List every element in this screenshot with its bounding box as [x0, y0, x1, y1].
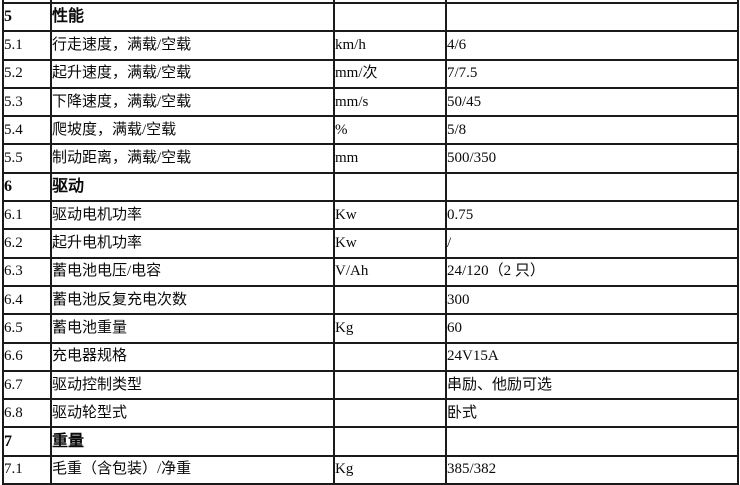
cell-value: 24/120（2 只） [445, 256, 739, 287]
cell-name: 行走速度，满载/空载 [50, 30, 335, 61]
cell-name: 蓄电池重量 [50, 313, 335, 344]
table-row: 5.4 爬坡度，满载/空载% 5/8 [2, 115, 739, 146]
cell-name: 起升速度，满载/空载 [50, 58, 335, 89]
cell-no: 5.3 [2, 86, 52, 118]
cell-name: 爬坡度，满载/空载 [50, 115, 335, 146]
cell-name: 驱动轮型式 [50, 398, 335, 429]
cell-unit [333, 1, 447, 33]
cell-name: 重量 [50, 426, 335, 457]
cell-name: 起升电机功率 [50, 228, 335, 259]
cell-no: 7.1 [2, 454, 52, 485]
table-row: 6.5 蓄电池重量 Kg 60 [2, 313, 739, 344]
cell-name: 驱动 [50, 171, 335, 203]
cell-no: 6.6 [2, 341, 52, 372]
cell-no: 6.3 [2, 256, 52, 287]
cell-unit [333, 398, 447, 429]
cell-unit [333, 369, 447, 401]
cell-unit [333, 284, 447, 316]
cell-unit: Kw [333, 200, 447, 231]
cell-unit: mm/s [333, 86, 447, 118]
cropped-cell [445, 0, 739, 4]
cell-unit: Kg [333, 313, 447, 344]
cell-name: 驱动控制类型 [50, 369, 335, 401]
cell-name: 充电器规格 [50, 341, 335, 372]
cell-no: 5 [2, 1, 52, 33]
table-row: 6.6 充电器规格 24V15A [2, 341, 739, 372]
table-row: 6.8 驱动轮型式 卧式 [2, 398, 739, 429]
section-header-row: 7 重量 [2, 426, 739, 457]
cell-no: 5.4 [2, 115, 52, 146]
table-row: 6.1 驱动电机功率 Kw 0.75 [2, 200, 739, 231]
cell-value: 60 [445, 313, 739, 344]
cell-name: 蓄电池电压/电容 [50, 256, 335, 287]
cell-unit: Kw [333, 228, 447, 259]
cell-value: 串励、他励可选 [445, 369, 739, 401]
section-header-row: 6 驱动 [2, 171, 739, 203]
cell-value: 24V15A [445, 341, 739, 372]
cell-unit: Kg [333, 454, 447, 485]
cell-unit: % [333, 115, 447, 146]
cropped-cell [50, 0, 335, 4]
cell-name: 驱动电机功率 [50, 200, 335, 231]
cell-unit: mm [333, 143, 447, 174]
cell-name: 性能 [50, 1, 335, 33]
cell-value: 0.75 [445, 200, 739, 231]
cell-name: 下降速度，满载/空载 [50, 86, 335, 118]
cell-unit: mm/次 [333, 58, 447, 89]
cell-no: 6.7 [2, 369, 52, 401]
table-row: 5.2 起升速度，满载/空载 mm/次 7/7.5 [2, 58, 739, 89]
cell-value: / [445, 228, 739, 259]
cell-name: 蓄电池反复充电次数 [50, 284, 335, 316]
section-header-row: 5 性能 [2, 1, 739, 33]
cell-no: 5.2 [2, 58, 52, 89]
cell-name: 毛重（含包装）/净重 [50, 454, 335, 485]
cell-value: 卧式 [445, 398, 739, 429]
cell-value: 7/7.5 [445, 58, 739, 89]
cell-unit [333, 426, 447, 457]
table-row: 6.3 蓄电池电压/电容 V/Ah 24/120（2 只） [2, 256, 739, 287]
cell-unit [333, 171, 447, 203]
table-row: 5.5 制动距离，满载/空载 mm 500/350 [2, 143, 739, 174]
cell-value [445, 171, 739, 203]
table-row: 6.7 驱动控制类型 串励、他励可选 [2, 369, 739, 401]
table-row: 6.4 蓄电池反复充电次数 300 [2, 284, 739, 316]
cell-unit: km/h [333, 30, 447, 61]
table-row: 5.1 行走速度，满载/空载 km/h 4/6 [2, 30, 739, 61]
cell-name: 制动距离，满载/空载 [50, 143, 335, 174]
cell-value [445, 1, 739, 33]
cell-value: 500/350 [445, 143, 739, 174]
cell-no: 5.1 [2, 30, 52, 61]
cell-value: 4/6 [445, 30, 739, 61]
cell-no: 6 [2, 171, 52, 203]
cell-value: 385/382 [445, 454, 739, 485]
cropped-row-top [2, 0, 739, 4]
table-row: 6.2 起升电机功率 Kw / [2, 228, 739, 259]
table-row: 7.1 毛重（含包装）/净重 Kg 385/382 [2, 454, 739, 485]
cell-no: 6.4 [2, 284, 52, 316]
cell-value: 50/45 [445, 86, 739, 118]
cropped-cell [2, 0, 52, 4]
cell-no: 6.2 [2, 228, 52, 259]
cell-no: 5.5 [2, 143, 52, 174]
table-row: 5.3 下降速度，满载/空载 mm/s 50/45 [2, 86, 739, 118]
cell-unit [333, 341, 447, 372]
cell-unit: V/Ah [333, 256, 447, 287]
cell-value: 5/8 [445, 115, 739, 146]
cropped-cell [333, 0, 447, 4]
cell-no: 6.5 [2, 313, 52, 344]
cell-no: 7 [2, 426, 52, 457]
cell-value [445, 426, 739, 457]
cell-no: 6.8 [2, 398, 52, 429]
cell-value: 300 [445, 284, 739, 316]
cell-no: 6.1 [2, 200, 52, 231]
